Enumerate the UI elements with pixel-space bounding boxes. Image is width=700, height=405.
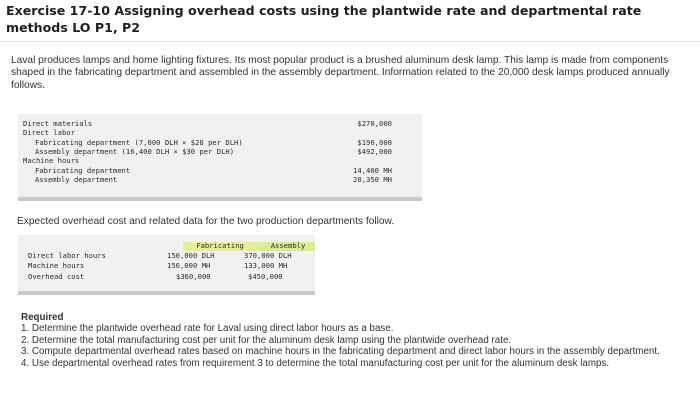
- table-row: Assembly department 20,350 MH: [18, 175, 422, 185]
- fabricating-header-highlight: [183, 242, 257, 251]
- row-label: Assembly department (16,400 DLH × $30 pe…: [35, 147, 235, 156]
- table-row: Fabricating department (7,000 DLH × $28 …: [18, 138, 422, 148]
- row-label: Overhead cost: [28, 272, 85, 281]
- fabricating-value: 156,000 MH: [167, 261, 211, 270]
- table-row: Direct labor hours 150,000 DLH 370,000 D…: [18, 251, 315, 261]
- table-header-row: Fabricating Assembly: [18, 241, 315, 251]
- requirement-item: 1. Determine the plantwide overhead rate…: [21, 323, 394, 335]
- required-heading: Required: [21, 312, 64, 323]
- table-row: Direct materials $270,000: [18, 119, 422, 129]
- table-row: Overhead cost $360,000 $450,000: [18, 272, 315, 282]
- row-label: Machine hours: [28, 261, 85, 270]
- row-label: Fabricating department (7,000 DLH × $28 …: [35, 138, 243, 147]
- row-label: Fabricating department: [35, 166, 131, 175]
- table-row: Machine hours 156,000 MH 133,000 MH: [18, 261, 315, 271]
- row-label: Direct labor hours: [28, 251, 106, 260]
- requirement-item: 4. Use departmental overhead rates from …: [21, 357, 610, 369]
- row-label: Machine hours: [23, 156, 80, 165]
- requirement-item: 3. Compute departmental overhead rates b…: [21, 346, 660, 358]
- requirement-item: 2. Determine the total manufacturing cos…: [21, 334, 512, 346]
- row-value: $492,000: [357, 147, 392, 156]
- row-label: Direct materials: [23, 119, 93, 128]
- row-label: Direct labor: [23, 128, 75, 137]
- fabricating-value: 150,000 DLH: [167, 251, 215, 260]
- assembly-value: 133,000 MH: [244, 261, 288, 270]
- fabricating-value: $360,000: [176, 272, 211, 281]
- assembly-value: 370,000 DLH: [244, 251, 292, 260]
- overhead-intro-text: Expected overhead cost and related data …: [17, 216, 395, 227]
- title-divider: [0, 41, 700, 42]
- row-value: $196,000: [357, 138, 392, 147]
- row-value: 14,400 MH: [353, 166, 392, 175]
- assembly-header-highlight: [257, 242, 315, 251]
- table-row: Fabricating department 14,400 MH: [18, 166, 422, 176]
- required-section: Required 1. Determine the plantwide over…: [21, 312, 661, 369]
- header-fabricating: Fabricating: [196, 241, 244, 250]
- table-row: Machine hours: [18, 156, 422, 166]
- header-assembly: Assembly: [270, 241, 306, 250]
- table-bottom-bar: [18, 291, 315, 295]
- table-row: Direct labor: [18, 128, 422, 138]
- assembly-value: $450,000: [248, 272, 283, 281]
- cost-table: Direct materials $270,000 Direct labor F…: [18, 114, 422, 201]
- row-label: Assembly department: [35, 175, 118, 184]
- table-row: Assembly department (16,400 DLH × $30 pe…: [18, 147, 422, 157]
- department-table: Fabricating Assembly Direct labor hours …: [18, 235, 315, 295]
- row-value: 20,350 MH: [353, 175, 392, 184]
- table-bottom-bar: [18, 197, 422, 201]
- intro-paragraph: Laval produces lamps and home lighting f…: [11, 55, 670, 91]
- exercise-title: Exercise 17-10 Assigning overhead costs …: [6, 3, 642, 35]
- row-value: $270,000: [357, 119, 392, 128]
